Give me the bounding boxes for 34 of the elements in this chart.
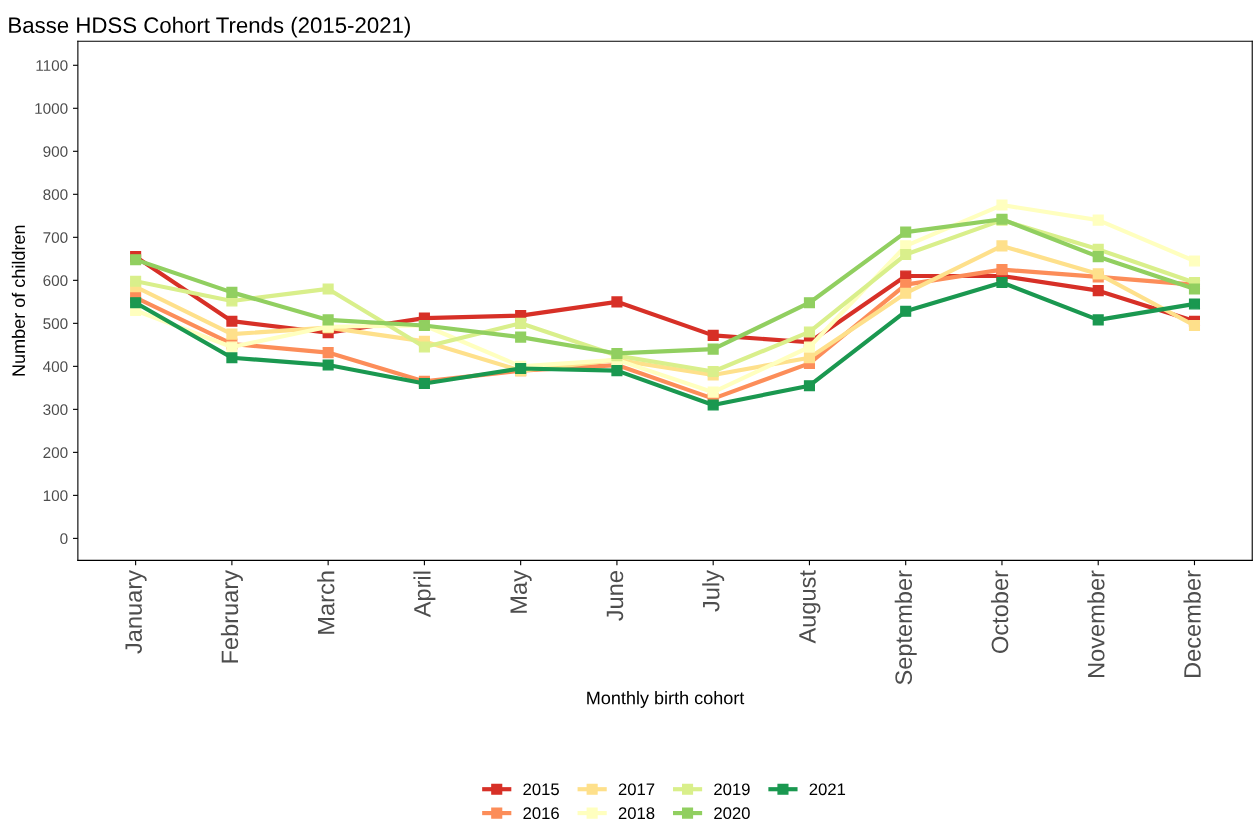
x-tick-label: August xyxy=(799,570,821,644)
x-axis-title: Monthly birth cohort xyxy=(587,691,745,708)
x-tick-label: April xyxy=(413,571,436,618)
y-tick-label: 100 xyxy=(43,490,68,502)
y-tick-label: 1000 xyxy=(35,103,68,114)
x-tick-label: January xyxy=(125,570,147,654)
legend-label: 2017 xyxy=(618,783,655,796)
legend-label: 2015 xyxy=(523,783,559,796)
x-tick-label: November xyxy=(1087,570,1105,678)
y-tick-label: 1100 xyxy=(36,60,68,71)
y-tick-label: 0 xyxy=(60,533,68,545)
legend-label: 2016 xyxy=(523,807,559,820)
y-tick-label: 500 xyxy=(43,318,68,330)
x-tick-label: May xyxy=(510,570,532,613)
x-tick-label: July xyxy=(702,570,725,612)
legend-label: 2021 xyxy=(809,783,846,796)
legend-label: 2020 xyxy=(714,807,750,820)
legend-label: 2019 xyxy=(714,783,750,796)
y-axis-title: Number of children xyxy=(11,225,26,376)
y-tick-label: 600 xyxy=(43,275,68,287)
x-tick-label: March xyxy=(317,571,335,634)
y-tick-label: 900 xyxy=(43,146,68,157)
y-tick-label: 300 xyxy=(43,404,68,416)
x-tick-label: June xyxy=(606,571,624,621)
x-tick-label: September xyxy=(894,570,917,685)
legend-label: 2018 xyxy=(618,807,655,820)
x-tick-label: February xyxy=(220,570,243,663)
y-tick-label: 800 xyxy=(43,189,68,200)
chart-title: Basse HDSS Cohort Trends (2015-2021) xyxy=(9,16,410,38)
x-tick-label: October xyxy=(990,570,1009,653)
y-tick-label: 200 xyxy=(43,447,68,459)
y-tick-label: 400 xyxy=(43,361,68,373)
x-tick-label: December xyxy=(1183,570,1201,678)
y-tick-label: 700 xyxy=(43,232,68,244)
